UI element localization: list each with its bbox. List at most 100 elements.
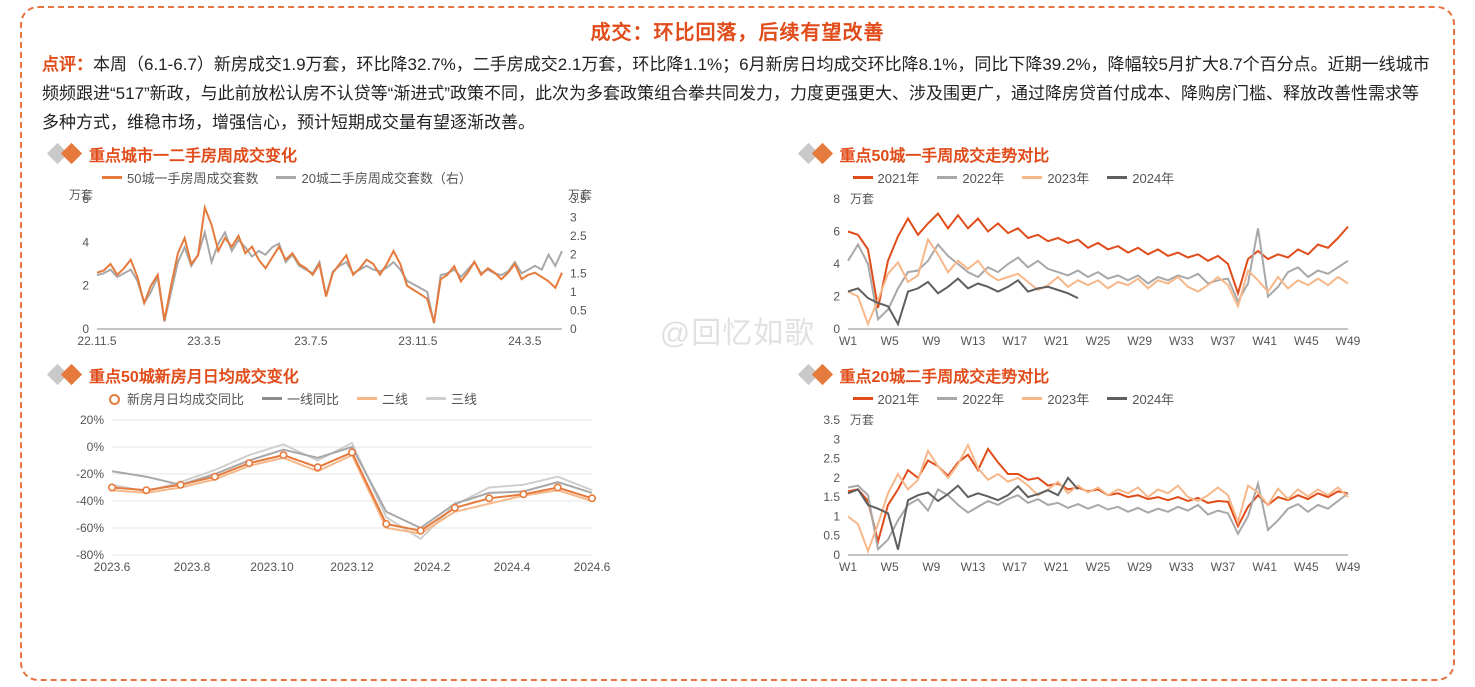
svg-text:2023.10: 2023.10 [250, 560, 294, 574]
diamond-orange-icon [61, 143, 82, 164]
svg-text:1.5: 1.5 [570, 266, 587, 280]
chart3-header: 重点50城新房月日均成交变化 [50, 363, 683, 387]
svg-text:4: 4 [833, 257, 840, 271]
svg-text:W41: W41 [1252, 560, 1277, 574]
chart2-svg: 02468万套W1W5W9W13W17W21W25W29W33W37W41W45… [793, 189, 1373, 359]
commentary-body: 本周（6.1-6.7）新房成交1.9万套，环比降32.7%，二手房成交2.1万套… [42, 55, 1430, 132]
svg-text:W25: W25 [1085, 560, 1110, 574]
chart-weekly-primary-secondary: 重点城市一二手房周成交变化 50城一手房周成交套数20城二手房周成交套数（右） … [42, 142, 683, 359]
svg-text:2023.8: 2023.8 [174, 560, 211, 574]
svg-text:-60%: -60% [76, 521, 104, 535]
svg-text:W45: W45 [1293, 560, 1318, 574]
svg-text:万套: 万套 [69, 189, 93, 202]
svg-text:4: 4 [82, 235, 89, 249]
svg-text:-40%: -40% [76, 494, 104, 508]
svg-text:W1: W1 [839, 560, 857, 574]
svg-text:W29: W29 [1127, 560, 1152, 574]
legend-item: 新房月日均成交同比 [102, 389, 244, 408]
svg-text:2024.6: 2024.6 [574, 560, 611, 574]
svg-text:23.3.5: 23.3.5 [187, 334, 221, 348]
svg-text:W25: W25 [1085, 334, 1110, 348]
chart4-header: 重点20城二手周成交走势对比 [801, 363, 1434, 387]
svg-text:W5: W5 [880, 560, 898, 574]
svg-text:W33: W33 [1168, 334, 1193, 348]
svg-text:2.5: 2.5 [570, 229, 587, 243]
chart3-legend: 新房月日均成交同比一线同比二线三线 [102, 389, 683, 408]
legend-item: 2021年 [853, 168, 920, 187]
svg-text:W17: W17 [1002, 560, 1027, 574]
svg-text:20%: 20% [80, 413, 104, 427]
svg-text:3.5: 3.5 [823, 413, 840, 427]
svg-text:23.7.5: 23.7.5 [294, 334, 328, 348]
svg-text:W9: W9 [922, 334, 940, 348]
legend-item: 2024年 [1107, 389, 1174, 408]
charts-grid: 重点城市一二手房周成交变化 50城一手房周成交套数20城二手房周成交套数（右） … [42, 142, 1433, 585]
chart1-svg: 024600.511.522.533.5万套万套22.11.523.3.523.… [42, 189, 622, 359]
report-container: 成交：环比回落，后续有望改善 点评：本周（6.1-6.7）新房成交1.9万套，环… [20, 6, 1455, 681]
chart4-legend: 2021年2022年2023年2024年 [853, 389, 1434, 408]
svg-text:3: 3 [833, 432, 840, 446]
svg-text:W1: W1 [839, 334, 857, 348]
svg-text:W13: W13 [960, 334, 985, 348]
svg-text:W33: W33 [1168, 560, 1193, 574]
commentary-paragraph: 点评：本周（6.1-6.7）新房成交1.9万套，环比降32.7%，二手房成交2.… [42, 51, 1433, 138]
legend-item: 一线同比 [262, 389, 339, 408]
legend-item: 2023年 [1022, 389, 1089, 408]
svg-text:0.5: 0.5 [823, 528, 840, 542]
svg-text:2: 2 [82, 278, 89, 292]
legend-item: 50城一手房周成交套数 [102, 168, 258, 187]
chart1-title: 重点城市一二手房周成交变化 [89, 142, 297, 166]
chart1-legend: 50城一手房周成交套数20城二手房周成交套数（右） [102, 168, 683, 187]
svg-text:1: 1 [833, 509, 840, 523]
svg-text:万套: 万套 [568, 189, 592, 202]
svg-text:6: 6 [833, 224, 840, 238]
svg-text:W5: W5 [880, 334, 898, 348]
chart-20city-secondhand-trend: 重点20城二手周成交走势对比 2021年2022年2023年2024年 00.5… [793, 363, 1434, 585]
svg-text:W37: W37 [1210, 334, 1235, 348]
chart4-title: 重点20城二手周成交走势对比 [840, 363, 1050, 387]
svg-text:万套: 万套 [850, 192, 874, 206]
diamond-orange-icon [811, 143, 832, 164]
svg-text:2.5: 2.5 [823, 451, 840, 465]
svg-text:W13: W13 [960, 560, 985, 574]
svg-text:2: 2 [833, 471, 840, 485]
svg-text:W9: W9 [922, 560, 940, 574]
svg-text:W21: W21 [1043, 334, 1068, 348]
legend-item: 2023年 [1022, 168, 1089, 187]
diamond-orange-icon [61, 364, 82, 385]
svg-text:2: 2 [833, 289, 840, 303]
legend-item: 2024年 [1107, 168, 1174, 187]
chart2-header: 重点50城一手周成交走势对比 [801, 142, 1434, 166]
svg-text:22.11.5: 22.11.5 [77, 334, 116, 348]
legend-item: 二线 [357, 389, 408, 408]
svg-text:2024.4: 2024.4 [494, 560, 531, 574]
svg-text:24.3.5: 24.3.5 [508, 334, 542, 348]
page-title: 成交：环比回落，后续有望改善 [42, 16, 1433, 45]
svg-text:0%: 0% [87, 440, 105, 454]
chart4-svg: 00.511.522.533.5万套W1W5W9W13W17W21W25W29W… [793, 410, 1373, 585]
diamond-orange-icon [811, 364, 832, 385]
chart1-header: 重点城市一二手房周成交变化 [50, 142, 683, 166]
chart3-title: 重点50城新房月日均成交变化 [89, 363, 299, 387]
svg-text:2023.6: 2023.6 [94, 560, 131, 574]
legend-item: 2022年 [937, 389, 1004, 408]
svg-text:1: 1 [570, 285, 577, 299]
svg-text:3: 3 [570, 210, 577, 224]
svg-text:W41: W41 [1252, 334, 1277, 348]
svg-text:W21: W21 [1043, 560, 1068, 574]
svg-text:W17: W17 [1002, 334, 1027, 348]
chart2-legend: 2021年2022年2023年2024年 [853, 168, 1434, 187]
svg-text:W45: W45 [1293, 334, 1318, 348]
legend-item: 三线 [426, 389, 477, 408]
svg-text:W37: W37 [1210, 560, 1235, 574]
chart2-title: 重点50城一手周成交走势对比 [840, 142, 1050, 166]
svg-text:0: 0 [570, 322, 577, 336]
chart3-svg: -80%-60%-40%-20%0%20%2023.62023.82023.10… [42, 410, 622, 585]
svg-text:2024.2: 2024.2 [414, 560, 451, 574]
svg-text:2: 2 [570, 247, 577, 261]
svg-text:2023.12: 2023.12 [330, 560, 374, 574]
svg-text:W49: W49 [1335, 334, 1360, 348]
svg-text:W49: W49 [1335, 560, 1360, 574]
commentary-lead: 点评： [42, 55, 93, 74]
svg-text:万套: 万套 [850, 413, 874, 427]
